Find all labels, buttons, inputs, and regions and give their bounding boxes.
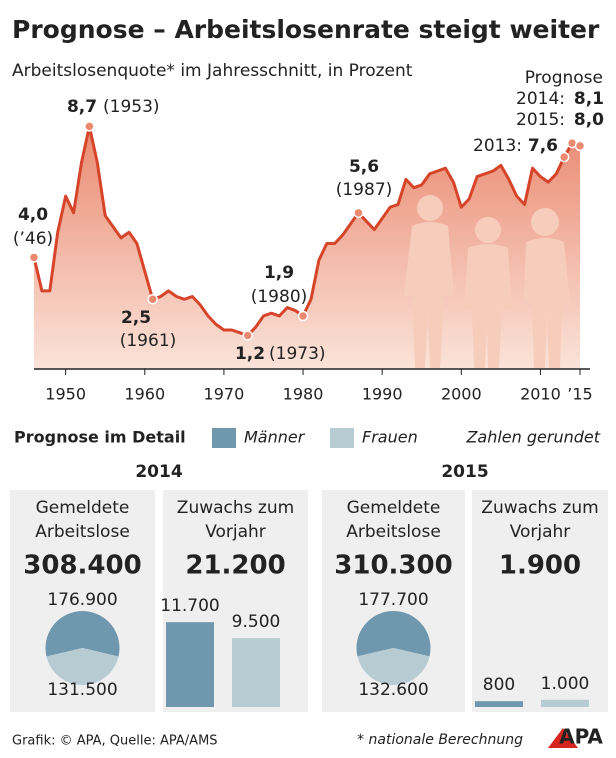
x-tick-label: 1950 xyxy=(45,385,86,404)
panel-total: 21.200 xyxy=(185,551,285,581)
point xyxy=(353,207,364,219)
panel-title: Gemeldete Arbeitslose xyxy=(35,498,130,542)
value-label: 9.500 xyxy=(232,612,281,632)
panel-total: 1.900 xyxy=(499,551,581,581)
value-label: 177.700 xyxy=(358,590,428,610)
logo-mark xyxy=(548,728,578,748)
value-note: (1961) xyxy=(120,331,177,351)
footnote: * nationale Berechnung xyxy=(357,732,523,748)
value-note: (1953) xyxy=(103,97,160,117)
value-note: (1973) xyxy=(269,344,326,364)
point xyxy=(147,294,158,305)
value-label: 131.500 xyxy=(47,680,117,700)
line xyxy=(32,124,581,337)
area-fill xyxy=(34,126,580,370)
subtitle: Arbeitslosenquote* im Jahresschnitt, in … xyxy=(12,61,413,81)
legend-title: Prognose im Detail xyxy=(14,428,186,447)
logo: APA xyxy=(559,725,603,749)
value-label: 1,2 xyxy=(235,344,265,364)
x-tick-label: 2000 xyxy=(441,385,482,404)
value-label: 5,6 xyxy=(349,157,379,177)
panel-title: Zuwachs zum Vorjahr xyxy=(176,498,295,542)
value-label: 1.000 xyxy=(541,674,590,694)
value-label: 7,6 xyxy=(528,136,558,156)
x-tick-label: 1960 xyxy=(124,385,165,404)
point xyxy=(297,310,309,322)
panel xyxy=(472,490,608,712)
value-note: (1987) xyxy=(336,180,393,200)
panel-title: Zuwachs zum Vorjahr xyxy=(481,498,599,542)
value-label: 8,7 xyxy=(67,97,97,117)
panel-total: 308.400 xyxy=(23,551,141,581)
x-tick-label: 1980 xyxy=(283,385,324,404)
pie-slice xyxy=(46,648,119,686)
x-tick-label: 2010 xyxy=(520,385,561,404)
pie-slice xyxy=(45,611,120,657)
silhouettes xyxy=(404,195,570,368)
point xyxy=(28,252,40,263)
bar xyxy=(166,622,214,707)
value-label: 11.700 xyxy=(160,596,219,616)
legend-swatch xyxy=(330,428,354,448)
pie-slice xyxy=(356,610,431,657)
panel-total: 310.300 xyxy=(334,551,452,581)
group-header: 2015 xyxy=(441,462,488,482)
value-note: 2015: xyxy=(516,110,565,130)
forecast-label: Prognose xyxy=(525,68,603,88)
value-label: 176.900 xyxy=(47,590,117,610)
title: Prognose – Arbeitslosenrate steigt weite… xyxy=(12,15,600,44)
legend-label: Männer xyxy=(244,428,306,447)
value-label: 8,1 xyxy=(574,89,604,109)
value-label: 4,0 xyxy=(18,205,48,225)
value-label: 132.600 xyxy=(358,680,428,700)
value-label: 1,9 xyxy=(264,263,294,283)
bar xyxy=(232,638,280,707)
bar xyxy=(475,701,523,707)
point xyxy=(84,121,95,132)
legend-swatch xyxy=(212,428,236,448)
value-note: 2014: xyxy=(516,89,565,109)
value-label: 800 xyxy=(483,675,515,695)
x-tick-label: 1970 xyxy=(204,385,245,404)
x-tick-label: ’15 xyxy=(567,385,592,404)
pie-slice xyxy=(357,648,430,685)
bar xyxy=(541,699,589,707)
group-header: 2014 xyxy=(135,462,182,482)
value-label: 2,5 xyxy=(121,308,151,328)
value-note: (’46) xyxy=(13,229,53,249)
value-note: (1980) xyxy=(251,287,308,307)
legend-label: Frauen xyxy=(362,428,418,447)
legend-note: Zahlen gerundet xyxy=(465,428,600,447)
x-tick-label: 1990 xyxy=(362,385,403,404)
panel-title: Gemeldete Arbeitslose xyxy=(346,498,441,542)
source: Grafik: © APA, Quelle: APA/AMS xyxy=(12,734,218,749)
point xyxy=(558,151,570,163)
point xyxy=(574,140,586,152)
value-label: 8,0 xyxy=(574,110,604,130)
value-note: 2013: xyxy=(473,136,522,156)
point xyxy=(242,330,253,341)
